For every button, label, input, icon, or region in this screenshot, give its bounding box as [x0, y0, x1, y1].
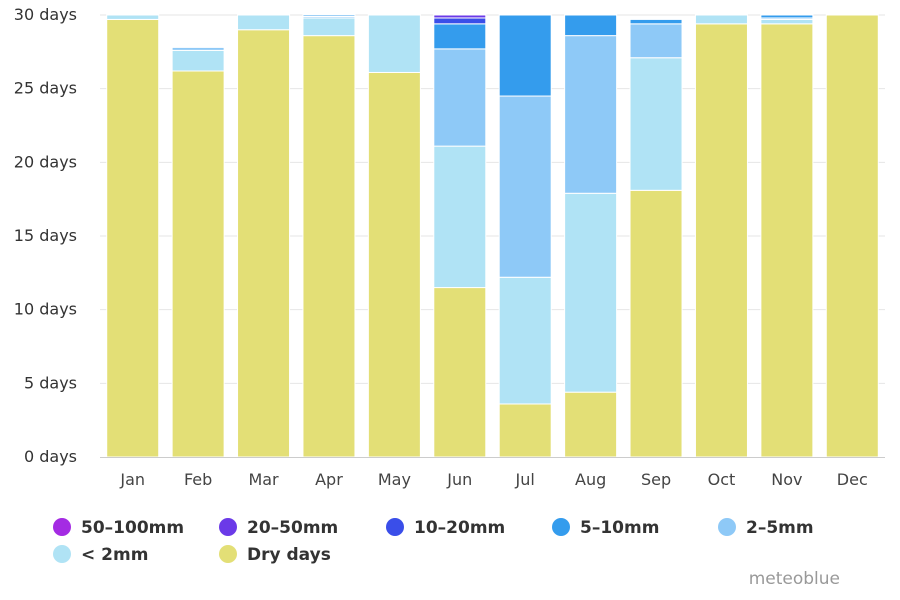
y-tick-label: 0 days — [24, 447, 77, 466]
x-tick-label: Dec — [837, 470, 868, 489]
legend-marker — [53, 518, 71, 536]
x-tick-label: Apr — [315, 470, 343, 489]
legend-label: 5–10mm — [580, 518, 659, 538]
legend-item[interactable]: 50–100mm — [53, 518, 184, 538]
x-axis-ticks: Jan Feb Mar Apr May Jun Jul Aug Sep Oct Nov Dec — [119, 470, 867, 489]
bar-segment[interactable] — [302, 35, 356, 458]
y-tick-label: 25 days — [14, 79, 77, 98]
bar-segment[interactable] — [760, 18, 814, 25]
legend-label: < 2mm — [81, 545, 148, 565]
legend-label: 10–20mm — [414, 518, 505, 538]
bar-segment[interactable] — [367, 14, 421, 73]
legend-marker — [552, 518, 570, 536]
bar-segment[interactable] — [564, 391, 618, 458]
bar-segment[interactable] — [564, 14, 618, 37]
y-tick-label: 15 days — [14, 226, 77, 245]
legend: 50–100mm 20–50mm 10–20mm 5–10mm 2–5mm < 2mm Dr… — [53, 518, 814, 565]
x-tick-label: Jun — [446, 470, 472, 489]
legend-label: 2–5mm — [746, 518, 814, 538]
y-tick-label: 5 days — [24, 373, 77, 392]
x-tick-label: Aug — [575, 470, 606, 489]
legend-marker — [386, 518, 404, 536]
y-tick-label: 20 days — [14, 152, 77, 171]
bar-segment[interactable] — [237, 14, 291, 31]
legend-item[interactable]: 10–20mm — [386, 518, 505, 538]
bar-segment[interactable] — [629, 189, 683, 458]
bar-segment[interactable] — [171, 70, 225, 458]
bar-segment[interactable] — [171, 49, 225, 72]
x-tick-label: Sep — [641, 470, 671, 489]
bar-segment[interactable] — [433, 287, 487, 458]
bar-segment[interactable] — [433, 17, 487, 25]
bar-segment[interactable] — [498, 403, 552, 458]
bar-segment[interactable] — [106, 18, 160, 458]
bar-segment[interactable] — [760, 14, 814, 19]
bar-segment[interactable] — [825, 14, 879, 458]
bar-segment[interactable] — [302, 17, 356, 37]
bar-segment[interactable] — [629, 18, 683, 25]
bar-segment[interactable] — [171, 46, 225, 51]
bar-segment[interactable] — [629, 57, 683, 191]
bar-segment[interactable] — [498, 276, 552, 405]
credit-label[interactable]: meteoblue — [749, 569, 840, 589]
legend-marker — [53, 545, 71, 563]
x-tick-label: Jul — [515, 470, 535, 489]
y-tick-label: 10 days — [14, 300, 77, 319]
x-tick-label: May — [378, 470, 411, 489]
bar-segment[interactable] — [367, 71, 421, 458]
legend-marker — [718, 518, 736, 536]
legend-item[interactable]: 20–50mm — [219, 518, 338, 538]
legend-label: 50–100mm — [81, 518, 184, 538]
bar-segment[interactable] — [694, 23, 748, 458]
legend-label: Dry days — [247, 545, 331, 565]
x-tick-label: Nov — [771, 470, 802, 489]
grid-lines — [100, 14, 885, 384]
bar-segment[interactable] — [433, 48, 487, 147]
legend-item[interactable]: 2–5mm — [718, 518, 814, 538]
bar-segment[interactable] — [433, 14, 487, 19]
x-tick-label: Mar — [248, 470, 279, 489]
legend-marker — [219, 545, 237, 563]
bar-segment[interactable] — [237, 29, 291, 458]
bar-segment[interactable] — [433, 145, 487, 289]
legend-marker — [219, 518, 237, 536]
bar-segment[interactable] — [694, 14, 748, 25]
y-tick-label: 30 days — [14, 5, 77, 24]
legend-item[interactable]: Dry days — [219, 545, 331, 565]
bar-segment[interactable] — [564, 35, 618, 194]
x-tick-label: Oct — [708, 470, 736, 489]
bar-segment[interactable] — [302, 14, 356, 17]
bar-segment[interactable] — [498, 95, 552, 278]
bar-segment[interactable] — [629, 23, 683, 59]
bar-segment[interactable] — [106, 14, 160, 20]
y-axis-ticks: 0 days 5 days 10 days 15 days 20 days 25 days… — [14, 5, 77, 466]
x-tick-label: Jan — [119, 470, 145, 489]
legend-item[interactable]: 5–10mm — [552, 518, 659, 538]
bars — [106, 14, 879, 458]
bar-segment[interactable] — [760, 23, 814, 458]
legend-item[interactable]: < 2mm — [53, 545, 148, 565]
bar-segment[interactable] — [433, 23, 487, 50]
bar-segment[interactable] — [564, 192, 618, 393]
legend-label: 20–50mm — [247, 518, 338, 538]
x-tick-label: Feb — [184, 470, 212, 489]
bar-segment[interactable] — [498, 14, 552, 97]
